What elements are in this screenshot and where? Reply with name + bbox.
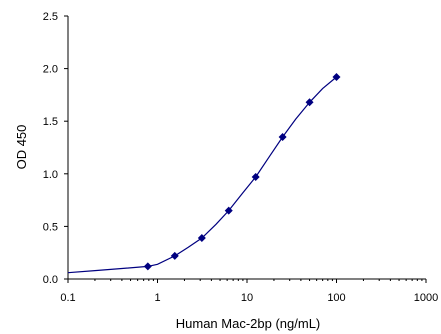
x-tick-label: 0.1 — [60, 292, 75, 304]
y-tick-label: 1.5 — [43, 116, 58, 128]
y-tick-label: 1.0 — [43, 169, 58, 181]
y-tick-label: 2.5 — [43, 11, 58, 23]
x-tick-label: 100 — [327, 292, 345, 304]
x-axis-title: Human Mac-2bp (ng/mL) — [176, 316, 321, 331]
data-point — [143, 262, 152, 271]
y-tick-label: 2.0 — [43, 64, 58, 76]
y-tick-label: 0.0 — [43, 274, 58, 286]
data-points — [143, 73, 341, 271]
axes — [67, 16, 426, 280]
data-point — [278, 132, 287, 141]
y-axis-title: OD 450 — [14, 125, 29, 170]
x-tick-label: 1000 — [414, 292, 438, 304]
y-tick-label: 0.5 — [43, 221, 58, 233]
x-axis-ticks: 0.1 1 10 100 1000 — [60, 279, 438, 304]
data-point — [332, 73, 341, 82]
data-point — [224, 206, 233, 215]
data-point — [170, 251, 179, 260]
x-tick-label: 10 — [241, 292, 253, 304]
data-point — [197, 233, 206, 242]
x-tick-label: 1 — [154, 292, 160, 304]
fit-curve-line — [67, 76, 337, 274]
data-point — [251, 172, 260, 181]
data-point — [305, 98, 314, 107]
y-axis-ticks: 0.0 0.5 1.0 1.5 2.0 2.5 — [43, 11, 68, 286]
